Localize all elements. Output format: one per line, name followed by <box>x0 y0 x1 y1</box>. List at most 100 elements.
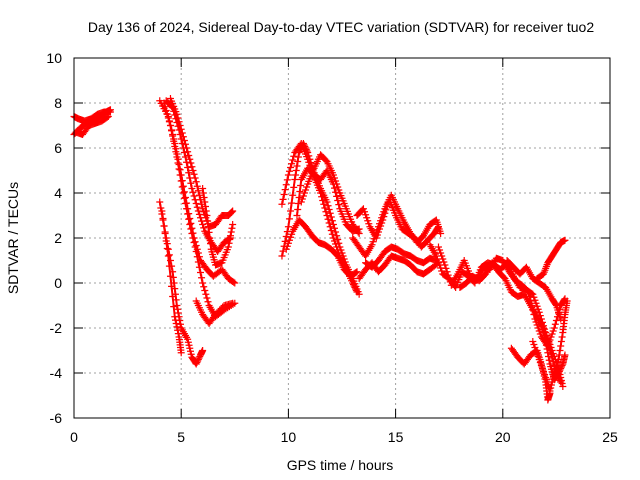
y-axis-title: SDTVAR / TECUs <box>5 182 21 294</box>
data-point <box>290 183 298 191</box>
data-point <box>552 317 560 324</box>
data-point <box>332 240 340 248</box>
data-point <box>194 207 202 215</box>
data-point <box>362 211 370 219</box>
series-track-4 <box>156 198 207 368</box>
data-point <box>330 237 338 245</box>
data-point <box>204 298 212 306</box>
data-point <box>335 239 343 247</box>
data-point <box>536 330 544 338</box>
data-point <box>184 164 192 171</box>
data-point <box>523 287 531 295</box>
data-point <box>533 302 541 310</box>
data-point <box>192 360 200 368</box>
data-point <box>530 293 538 301</box>
data-point <box>548 330 556 338</box>
data-point <box>168 127 176 135</box>
data-point <box>202 290 210 298</box>
data-point <box>550 324 558 332</box>
data-point <box>170 303 178 311</box>
series-track-28 <box>537 320 569 384</box>
data-point <box>227 228 235 236</box>
data-point <box>538 365 546 372</box>
data-point <box>284 171 292 179</box>
data-point <box>561 236 569 244</box>
data-point <box>557 363 565 371</box>
data-point <box>199 347 207 354</box>
data-point <box>189 234 197 242</box>
data-point <box>174 330 182 338</box>
data-point <box>437 249 445 257</box>
data-point <box>335 201 343 209</box>
data-point <box>353 268 361 276</box>
data-point <box>226 236 234 243</box>
data-point <box>166 122 174 129</box>
series-track-5 <box>158 207 185 357</box>
data-point <box>285 236 293 244</box>
data-point <box>294 153 302 161</box>
data-point <box>557 315 565 323</box>
data-point <box>282 233 290 240</box>
data-point <box>177 177 185 185</box>
data-point <box>330 174 338 182</box>
data-point <box>172 320 180 327</box>
axis-ticks: 0 5 10 15 20 25 -6 -4 -2 0 2 4 6 8 10 <box>46 50 618 445</box>
data-point <box>191 174 199 182</box>
data-point <box>546 387 554 395</box>
data-point <box>440 258 448 266</box>
data-point <box>368 241 376 249</box>
data-point <box>559 383 567 390</box>
data-point <box>297 182 305 189</box>
data-point <box>282 245 290 253</box>
data-point <box>202 207 210 215</box>
data-point <box>163 245 171 252</box>
data-point <box>540 332 548 339</box>
data-point <box>161 230 169 237</box>
data-point <box>542 341 550 349</box>
data-point <box>187 179 195 187</box>
y-tick-label: 10 <box>46 50 62 66</box>
data-point <box>172 148 180 156</box>
series-track-18 <box>349 191 445 260</box>
data-point <box>279 195 287 203</box>
data-point <box>292 167 300 174</box>
data-point <box>328 230 336 238</box>
data-point <box>175 165 183 173</box>
data-point <box>185 152 193 159</box>
data-point <box>188 185 196 192</box>
y-tick-label: -6 <box>50 410 63 426</box>
x-tick-label: 5 <box>177 429 185 445</box>
data-point <box>321 204 329 212</box>
data-point <box>190 239 198 246</box>
data-point <box>174 114 182 122</box>
y-tick-label: -2 <box>50 320 63 336</box>
data-point <box>352 287 360 294</box>
data-point <box>179 133 187 141</box>
data-point <box>329 171 337 179</box>
data-point <box>561 351 569 359</box>
data-point <box>196 196 204 204</box>
data-point <box>199 279 207 287</box>
data-point <box>293 212 301 219</box>
data-point <box>183 158 191 166</box>
data-point <box>283 176 291 184</box>
data-point <box>298 195 306 203</box>
data-point <box>186 347 194 355</box>
data-point <box>187 159 195 167</box>
data-point <box>353 288 361 296</box>
data-point <box>350 282 358 290</box>
data-point <box>225 239 233 247</box>
data-point <box>437 230 445 237</box>
data-point <box>377 217 385 225</box>
series-track-8 <box>162 97 235 255</box>
data-point <box>178 183 186 191</box>
data-point <box>370 235 378 243</box>
data-point <box>287 164 295 171</box>
series-track-16 <box>297 151 363 237</box>
data-point <box>557 342 565 350</box>
data-point <box>556 366 564 374</box>
series-track-11 <box>199 185 237 269</box>
data-point <box>444 271 452 279</box>
data-point <box>288 160 296 168</box>
data-point <box>164 252 172 260</box>
